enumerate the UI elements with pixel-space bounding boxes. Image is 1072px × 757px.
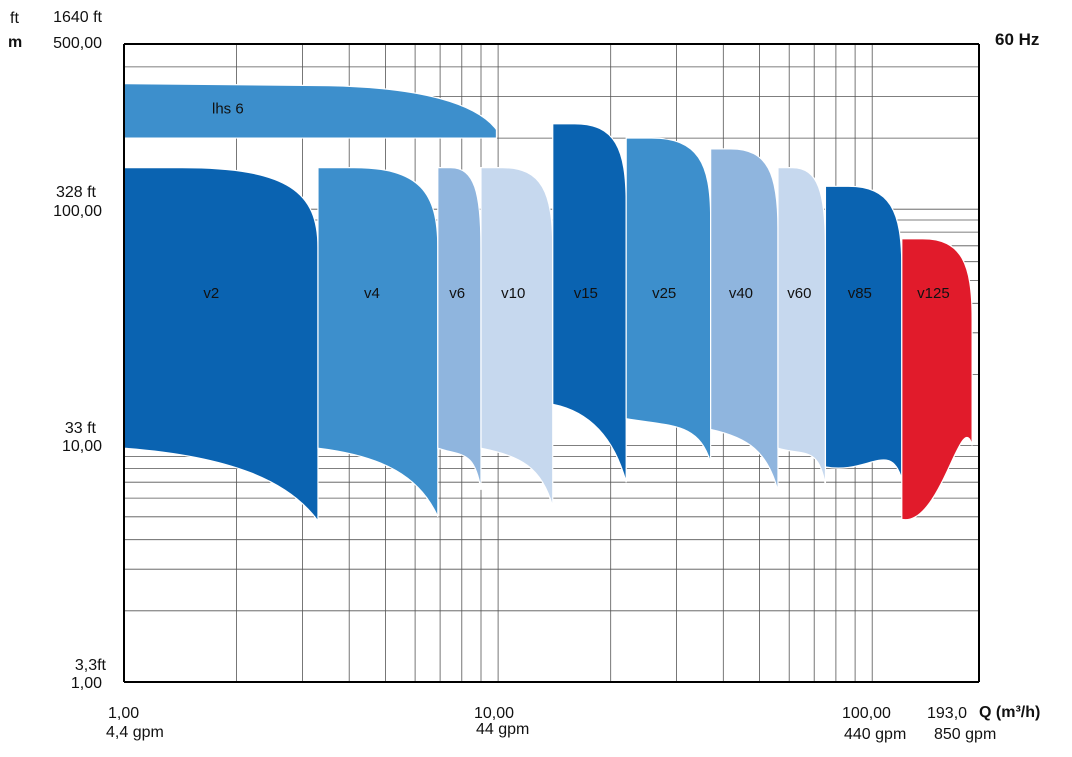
y-tick-m-1: 1,00	[70, 675, 102, 692]
y-unit-ft: ft	[10, 10, 19, 27]
x-tick-m3h-193: 193,0	[927, 705, 968, 722]
series-label-v40: v40	[729, 285, 753, 302]
series-label-v125: v125	[917, 285, 950, 302]
series-area-v85	[824, 185, 903, 480]
series-label-v4: v4	[364, 285, 380, 302]
series-area-v4	[317, 167, 439, 518]
y-tick-m-10: 10,00	[61, 438, 102, 455]
x-tick-gpm-100: 440 gpm	[844, 726, 907, 743]
series-area-v125	[901, 238, 973, 520]
x-tick-gpm-193: 850 gpm	[934, 726, 997, 743]
series-label-lhs-6: lhs 6	[212, 101, 244, 118]
series-area-v6	[437, 167, 482, 490]
series-area-v40	[710, 148, 779, 492]
series-area-v2	[123, 167, 319, 523]
series-label-v6: v6	[449, 285, 465, 302]
x-tick-m3h-1: 1,00	[108, 705, 140, 722]
y-tick-m-100: 100,00	[53, 203, 102, 220]
series-area-v15	[552, 123, 627, 483]
frequency-label: 60 Hz	[995, 30, 1040, 49]
series-label-v2: v2	[203, 285, 219, 302]
y-tick-m-500: 500,00	[53, 35, 102, 52]
x-axis-label: Q (m³/h)	[979, 704, 1041, 721]
series-label-v85: v85	[848, 285, 872, 302]
series-area-lhs-6	[123, 82, 498, 139]
y-tick-ft-1: 3,3ft	[74, 657, 106, 674]
x-tick-gpm-10: 44 gpm	[476, 721, 530, 738]
series-label-v10: v10	[501, 285, 525, 302]
y-unit-m: m	[8, 34, 23, 51]
y-tick-ft-100: 328 ft	[55, 184, 96, 201]
axes	[123, 43, 980, 683]
x-tick-m3h-10: 10,00	[474, 705, 515, 722]
series-label-v60: v60	[787, 285, 811, 302]
series-labels: lhs 6 v2 v4 v6 v10 v15 v25 v40 v60 v85 v125	[203, 101, 949, 302]
x-tick-m3h-100: 100,00	[842, 705, 891, 722]
series-label-v25: v25	[652, 285, 676, 302]
series-areas	[123, 82, 973, 523]
x-tick-gpm-1: 4,4 gpm	[106, 724, 164, 741]
series-area-v60	[777, 167, 827, 486]
y-tick-ft-10: 33 ft	[64, 420, 96, 437]
series-label-v15: v15	[574, 285, 598, 302]
y-tick-ft-500: 1640 ft	[53, 9, 102, 26]
